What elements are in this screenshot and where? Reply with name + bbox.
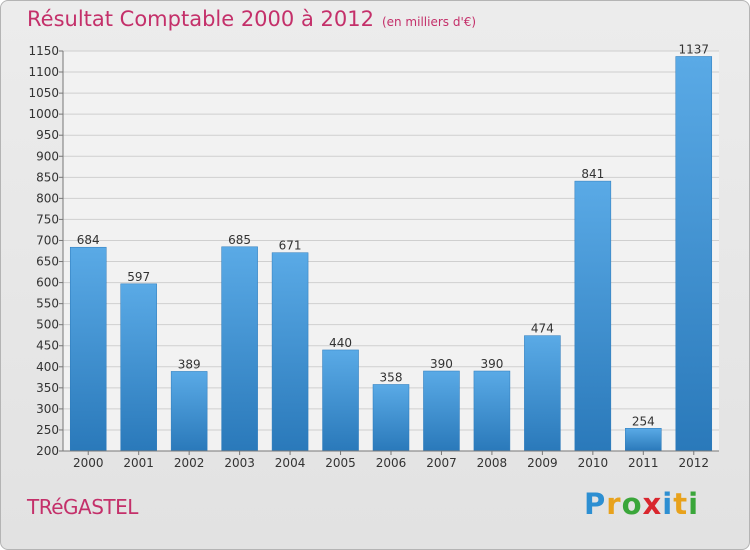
y-tick-label: 600 [36, 276, 59, 290]
logo-letter: x [642, 487, 663, 521]
data-label: 841 [581, 167, 604, 181]
y-tick-label: 550 [36, 297, 59, 311]
data-label: 1137 [678, 42, 709, 56]
x-tick-label: 2001 [123, 456, 154, 470]
bar [170, 371, 208, 452]
y-tick-label: 850 [36, 170, 59, 184]
y-tick-label: 1050 [28, 86, 59, 100]
bar [423, 370, 460, 452]
y-tick-label: 500 [36, 318, 59, 332]
logo-letter: P [584, 487, 607, 521]
x-tick-label: 2002 [174, 456, 205, 470]
logo-letter: i [688, 487, 700, 521]
bars: 684 597 389 685 671 440 358 390 390 474 841 254 1137 [69, 42, 713, 452]
y-tick-label: 450 [36, 339, 59, 353]
bar [322, 349, 359, 452]
y-tick-label: 350 [36, 381, 59, 395]
chart-title: Résultat Comptable 2000 à 2012 (en millie… [27, 7, 476, 31]
data-label: 390 [480, 357, 503, 371]
y-tick-label: 900 [36, 149, 59, 163]
x-tick-label: 2011 [628, 456, 659, 470]
x-tick-label: 2009 [527, 456, 558, 470]
data-label: 474 [531, 322, 554, 336]
x-tick-label: 2006 [376, 456, 407, 470]
bar [221, 246, 258, 452]
chart-title-text: Résultat Comptable 2000 à 2012 [27, 7, 374, 31]
y-tick-label: 750 [36, 212, 59, 226]
y-tick-label: 1150 [28, 44, 59, 58]
y-tick-label: 1100 [28, 65, 59, 79]
x-tick-label: 2000 [73, 456, 104, 470]
bar [625, 428, 662, 452]
x-tick-label: 2008 [477, 456, 508, 470]
y-tick-label: 200 [36, 444, 59, 458]
proxiti-logo: Proxiti [584, 487, 699, 521]
bar [271, 252, 309, 452]
y-tick-label: 650 [36, 255, 59, 269]
logo-letter: r [606, 487, 622, 521]
data-label: 684 [77, 233, 100, 247]
chart-subtitle: (en milliers d'€) [381, 15, 477, 29]
data-label: 671 [279, 239, 302, 253]
place-name: TRéGASTEL [27, 495, 138, 519]
data-label: 597 [127, 270, 150, 284]
data-label: 440 [329, 336, 352, 350]
x-tick-label: 2004 [275, 456, 306, 470]
y-axis: 200 250 300 350 400 450 500 550 600 650 700 750 800 8… [28, 44, 64, 458]
bar [524, 335, 561, 452]
data-label: 390 [430, 357, 453, 371]
x-tick-label: 2005 [325, 456, 356, 470]
data-label: 254 [632, 414, 655, 428]
bar [675, 56, 713, 452]
data-label: 389 [178, 357, 201, 371]
y-tick-label: 950 [36, 128, 59, 142]
y-tick-label: 250 [36, 423, 59, 437]
y-tick-label: 800 [36, 191, 59, 205]
logo-letter: i [662, 487, 674, 521]
y-tick-label: 300 [36, 402, 59, 416]
x-tick-label: 2010 [578, 456, 609, 470]
y-tick-label: 700 [36, 233, 59, 247]
logo-letter: o [621, 487, 643, 521]
x-tick-label: 2003 [224, 456, 255, 470]
y-tick-label: 400 [36, 360, 59, 374]
bar [473, 370, 511, 452]
y-tick-label: 1000 [28, 107, 59, 121]
bar [574, 180, 612, 452]
x-tick-label: 2012 [678, 456, 709, 470]
x-tick-label: 2007 [426, 456, 457, 470]
data-label: 358 [380, 370, 403, 384]
bar [69, 246, 107, 452]
data-label: 685 [228, 233, 251, 247]
logo-letter: t [673, 487, 689, 521]
bar [120, 283, 157, 452]
bar [372, 384, 410, 452]
x-axis: 2000 2001 2002 2003 2004 2005 2006 2007 2008 2009… [63, 450, 719, 470]
